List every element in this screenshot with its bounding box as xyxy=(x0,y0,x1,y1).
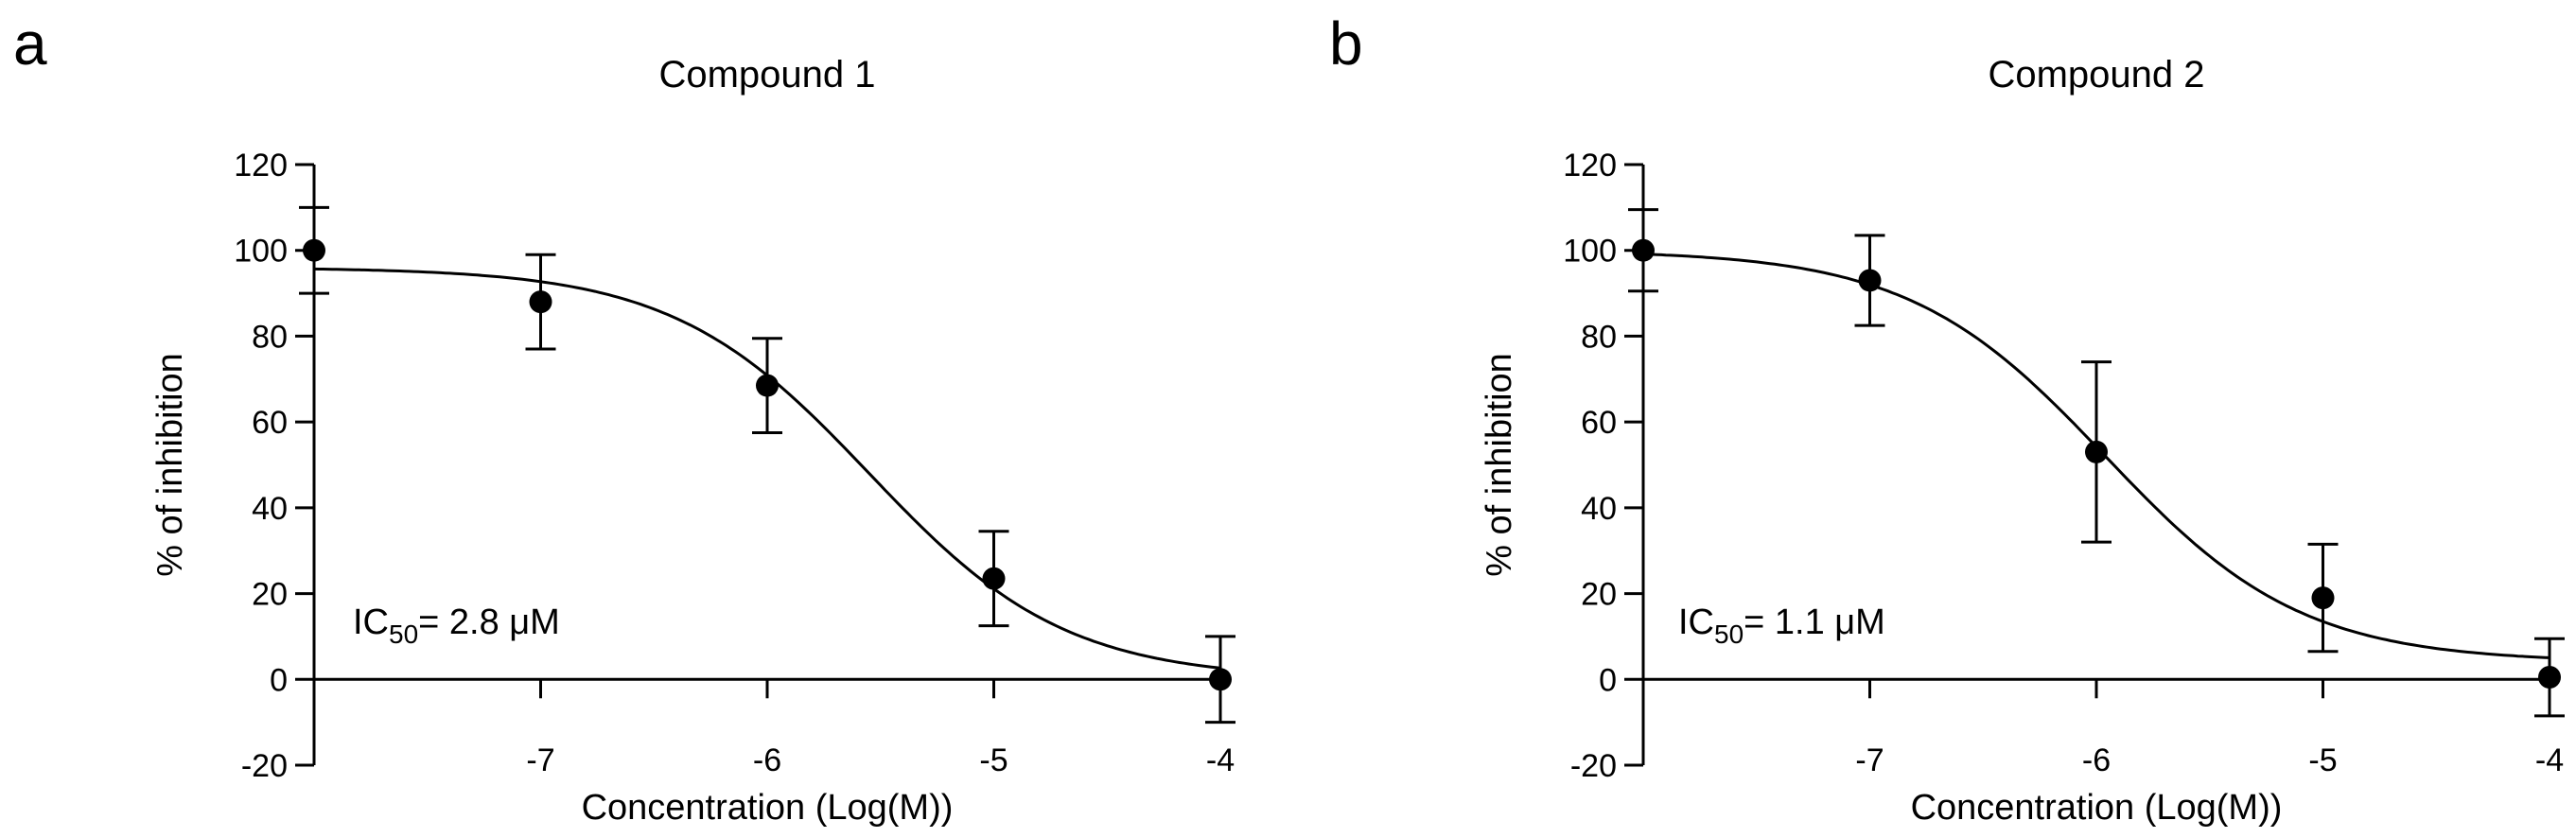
data-point xyxy=(982,567,1006,590)
data-point xyxy=(1858,269,1882,292)
y-tick-label: 100 xyxy=(234,234,288,270)
y-tick-label: 40 xyxy=(252,491,288,527)
y-tick-label: -20 xyxy=(1570,748,1617,784)
ic50-value: = 2.8 μM xyxy=(418,602,560,642)
ic50-value: = 1.1 μM xyxy=(1744,602,1885,642)
x-tick-label: -4 xyxy=(1206,742,1235,778)
y-tick-label: 80 xyxy=(1581,319,1617,355)
x-axis-label: Concentration (Log(M)) xyxy=(582,788,954,828)
data-point xyxy=(1632,238,1655,262)
x-tick-label: -6 xyxy=(2082,742,2111,778)
y-tick-label: -20 xyxy=(241,748,288,784)
data-point xyxy=(303,238,325,262)
data-point xyxy=(2085,440,2108,463)
data-point xyxy=(2311,586,2335,610)
y-tick-label: 80 xyxy=(252,319,288,355)
x-tick-label: -7 xyxy=(526,742,554,778)
y-tick-label: 0 xyxy=(1599,662,1617,698)
y-axis-label: % of inhibition xyxy=(150,353,190,577)
ic50-annotation: IC50= 2.8 μM xyxy=(353,602,560,649)
ic50-subscript: 50 xyxy=(1714,620,1744,649)
x-tick-label: -5 xyxy=(2308,742,2337,778)
y-axis-label: % of inhibition xyxy=(1480,353,1519,577)
y-tick-label: 20 xyxy=(252,577,288,613)
chart-title: Compound 2 xyxy=(1988,54,2204,96)
ic50-prefix: IC xyxy=(353,602,389,642)
data-point xyxy=(2538,666,2561,690)
panel-letter: b xyxy=(1329,9,1363,78)
x-tick-label: -4 xyxy=(2535,742,2564,778)
data-point xyxy=(1209,668,1232,691)
y-tick-label: 40 xyxy=(1581,491,1617,527)
data-point xyxy=(529,290,552,314)
chart-panel-a: a Compound 1 -20 0 20 40 60 80 100 120 -7 -6 -5 -4 Con… xyxy=(13,9,1235,828)
x-tick-label: -7 xyxy=(1855,742,1884,778)
y-tick-label: 100 xyxy=(1563,234,1617,270)
y-tick-label: 0 xyxy=(270,662,288,698)
data-point xyxy=(756,374,779,397)
y-tick-label: 60 xyxy=(1581,405,1617,441)
y-tick-label: 60 xyxy=(252,405,288,441)
ic50-annotation: IC50= 1.1 μM xyxy=(1678,602,1885,649)
x-tick-label: -6 xyxy=(753,742,781,778)
x-tick-label: -5 xyxy=(979,742,1008,778)
chart-panel-b: b Compound 2 -20 0 20 40 60 80 100 120 -7 -6 -5 -4 Con… xyxy=(1329,9,2565,828)
chart-title: Compound 1 xyxy=(658,54,875,96)
panel-letter: a xyxy=(13,9,47,78)
ic50-subscript: 50 xyxy=(389,620,418,649)
y-tick-label: 120 xyxy=(234,148,288,183)
ic50-prefix: IC xyxy=(1678,602,1714,642)
y-tick-label: 20 xyxy=(1581,577,1617,613)
y-tick-label: 120 xyxy=(1563,148,1617,183)
x-axis-label: Concentration (Log(M)) xyxy=(1911,788,2283,828)
